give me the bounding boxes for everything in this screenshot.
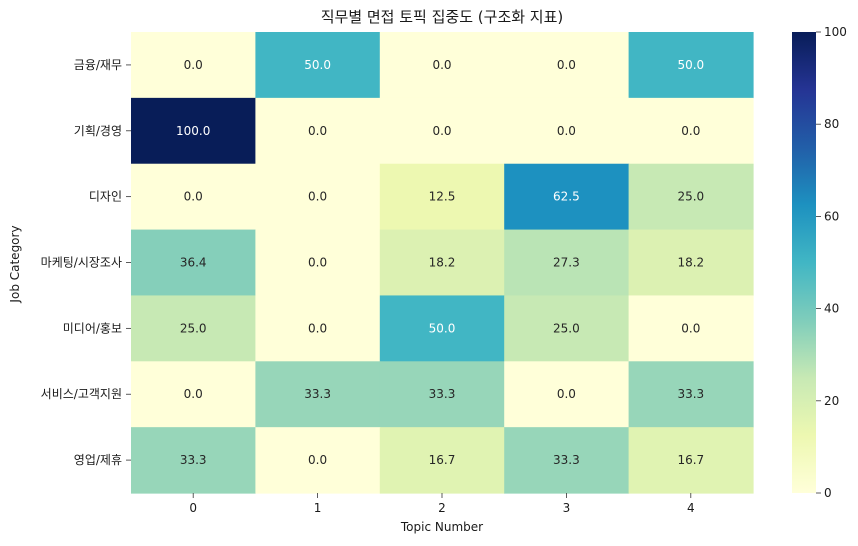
heatmap-cell [379, 97, 505, 165]
cell-value-label: 50.0 [429, 321, 456, 335]
cell-value-label: 50.0 [304, 58, 331, 72]
colorbar-tick-label: 0 [824, 486, 832, 500]
x-axis-label: Topic Number [400, 520, 483, 534]
chart-title: 직무별 면접 토픽 집중도 (구조화 지표) [321, 8, 564, 26]
heatmap-cell [255, 427, 381, 494]
x-tick-label: 0 [189, 501, 197, 515]
heatmap-cell [504, 229, 630, 297]
heatmap-cell [504, 32, 630, 99]
x-tick-label: 4 [687, 501, 695, 515]
heatmap-cell [255, 295, 381, 362]
heatmap-cell [628, 427, 754, 494]
cell-value-label: 25.0 [180, 321, 207, 335]
cell-value-label: 0.0 [308, 190, 327, 204]
heatmap-cell [131, 229, 256, 297]
colorbar-ticks: 0 20 40 60 80 100 [816, 25, 847, 500]
cell-value-label: 36.4 [180, 256, 207, 270]
cell-value-label: 25.0 [677, 190, 704, 204]
heatmap-cell [628, 163, 754, 231]
cell-value-label: 0.0 [308, 321, 327, 335]
heatmap-cell [628, 361, 754, 428]
cell-value-label: 0.0 [681, 124, 700, 138]
cell-value-label: 0.0 [432, 58, 451, 72]
heatmap-cell [379, 361, 505, 428]
heatmap-cell [504, 295, 630, 362]
cell-value-label: 33.3 [429, 387, 456, 401]
cell-value-label: 0.0 [184, 190, 203, 204]
heatmap-cell [379, 32, 505, 99]
cell-value-label: 100.0 [176, 124, 210, 138]
colorbar-tick-label: 40 [824, 302, 839, 316]
heatmap-cell [255, 32, 381, 99]
y-tick-label: 미디어/홍보 [63, 321, 122, 335]
y-tick-label: 기획/경영 [74, 124, 122, 138]
heatmap-cell [255, 97, 381, 165]
cell-value-label: 33.3 [553, 453, 580, 467]
cell-value-label: 33.3 [180, 453, 207, 467]
heatmap-cell [131, 32, 256, 99]
y-axis-label: Job Category [8, 225, 22, 303]
heatmap-cell [131, 295, 256, 362]
x-tick-label: 2 [438, 501, 446, 515]
heatmap-cell [628, 229, 754, 297]
cell-value-label: 50.0 [677, 58, 704, 72]
heatmap-cell [504, 97, 630, 165]
colorbar [792, 32, 816, 493]
axis-ticks: 0 1 2 3 4 금융/재무기획/경영디자인마케팅/시장조사미디어/홍보서비스/고객지원… [41, 58, 695, 515]
y-tick-label: 금융/재무 [74, 58, 122, 72]
cell-value-label: 0.0 [557, 124, 576, 138]
heatmap-cells: 0.0 50.0 0.0 0.0 50.0 100.0 0.0 0.0 0.0 0.0 0.0 0.0… [131, 32, 754, 494]
heatmap-cell [628, 295, 754, 362]
y-tick-label: 마케팅/시장조사 [41, 256, 122, 270]
cell-value-label: 0.0 [681, 321, 700, 335]
cell-value-label: 18.2 [429, 256, 456, 270]
cell-value-label: 33.3 [304, 387, 331, 401]
cell-value-label: 0.0 [184, 58, 203, 72]
y-tick-label: 디자인 [89, 190, 122, 204]
y-tick-label: 서비스/고객지원 [41, 387, 122, 401]
heatmap-cell [504, 427, 630, 494]
cell-value-label: 0.0 [432, 124, 451, 138]
cell-value-label: 18.2 [677, 256, 704, 270]
heatmap-cell [255, 361, 381, 428]
x-tick-label: 1 [314, 501, 322, 515]
colorbar-tick-label: 100 [824, 25, 847, 39]
heatmap-cell [628, 97, 754, 165]
heatmap-cell [255, 163, 381, 231]
heatmap-cell [131, 163, 256, 231]
heatmap-cell [504, 163, 630, 231]
heatmap-cell [379, 295, 505, 362]
cell-value-label: 0.0 [557, 58, 576, 72]
x-tick-label: 3 [563, 501, 571, 515]
cell-value-label: 0.0 [308, 453, 327, 467]
cell-value-label: 62.5 [553, 190, 580, 204]
cell-value-label: 16.7 [429, 453, 456, 467]
heatmap-cell [131, 361, 256, 428]
colorbar-tick-label: 20 [824, 394, 839, 408]
heatmap-cell [379, 163, 505, 231]
cell-value-label: 25.0 [553, 321, 580, 335]
heatmap-cell [255, 229, 381, 297]
cell-value-label: 33.3 [677, 387, 704, 401]
heatmap-cell [504, 361, 630, 428]
heatmap-cell [131, 427, 256, 494]
cell-value-label: 12.5 [429, 190, 456, 204]
heatmap-cell [628, 32, 754, 99]
colorbar-tick-label: 80 [824, 117, 839, 131]
colorbar-tick-label: 60 [824, 209, 839, 223]
y-tick-label: 영업/제휴 [74, 453, 122, 467]
cell-value-label: 0.0 [308, 124, 327, 138]
cell-value-label: 0.0 [308, 256, 327, 270]
heatmap-cell [379, 229, 505, 297]
heatmap-cell [131, 97, 256, 165]
cell-value-label: 0.0 [184, 387, 203, 401]
cell-value-label: 27.3 [553, 256, 580, 270]
heatmap-cell [379, 427, 505, 494]
cell-value-label: 16.7 [677, 453, 704, 467]
cell-value-label: 0.0 [557, 387, 576, 401]
